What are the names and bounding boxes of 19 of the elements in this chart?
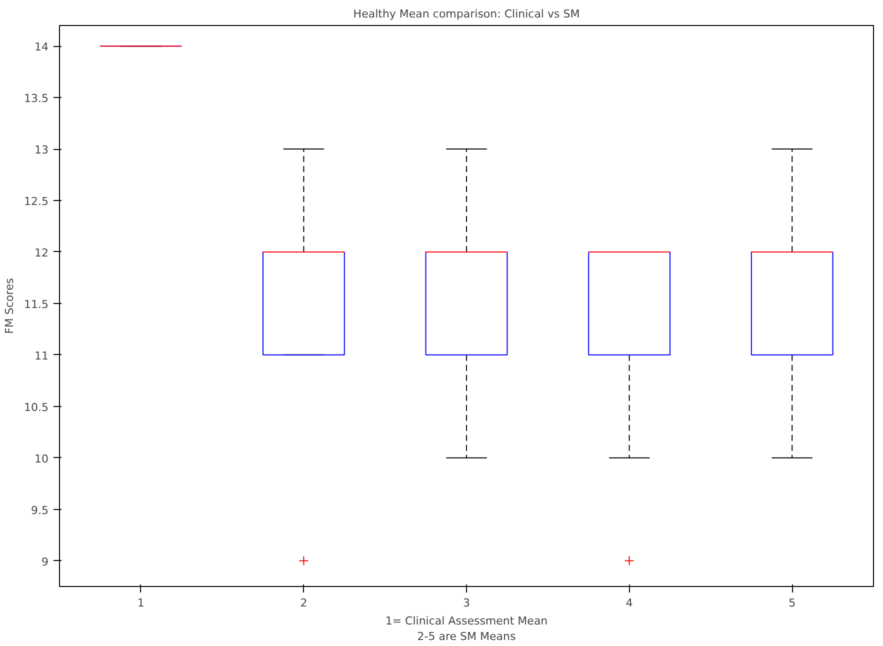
- x-axis-title: 1= Clinical Assessment Mean 2-5 are SM Means: [385, 614, 548, 644]
- y-tick-label: 12.5: [24, 194, 49, 208]
- y-tick-label: 12: [34, 246, 49, 260]
- y-axis-title: FM Scores: [3, 278, 16, 334]
- chart-title: Healthy Mean comparison: Clinical vs SM: [353, 8, 580, 20]
- x-tick-label: 5: [788, 596, 796, 610]
- y-tick-label: 11.5: [24, 298, 49, 311]
- y-tick-label: 9.5: [31, 504, 49, 517]
- y-tick-label: 10: [34, 452, 49, 466]
- y-tick-label: 9: [42, 555, 48, 568]
- y-tick-label: 13: [34, 144, 49, 157]
- y-tick-label: 11: [34, 349, 49, 362]
- y-tick-label: 10.5: [24, 400, 49, 414]
- x-tick-label: 4: [626, 596, 633, 610]
- y-tick-label: 13.5: [24, 92, 49, 106]
- x-tick-label: 3: [463, 596, 470, 610]
- x-tick-label: 2: [300, 596, 308, 610]
- y-tick-label: 14: [34, 40, 49, 54]
- x-tick-label: 1: [137, 596, 144, 610]
